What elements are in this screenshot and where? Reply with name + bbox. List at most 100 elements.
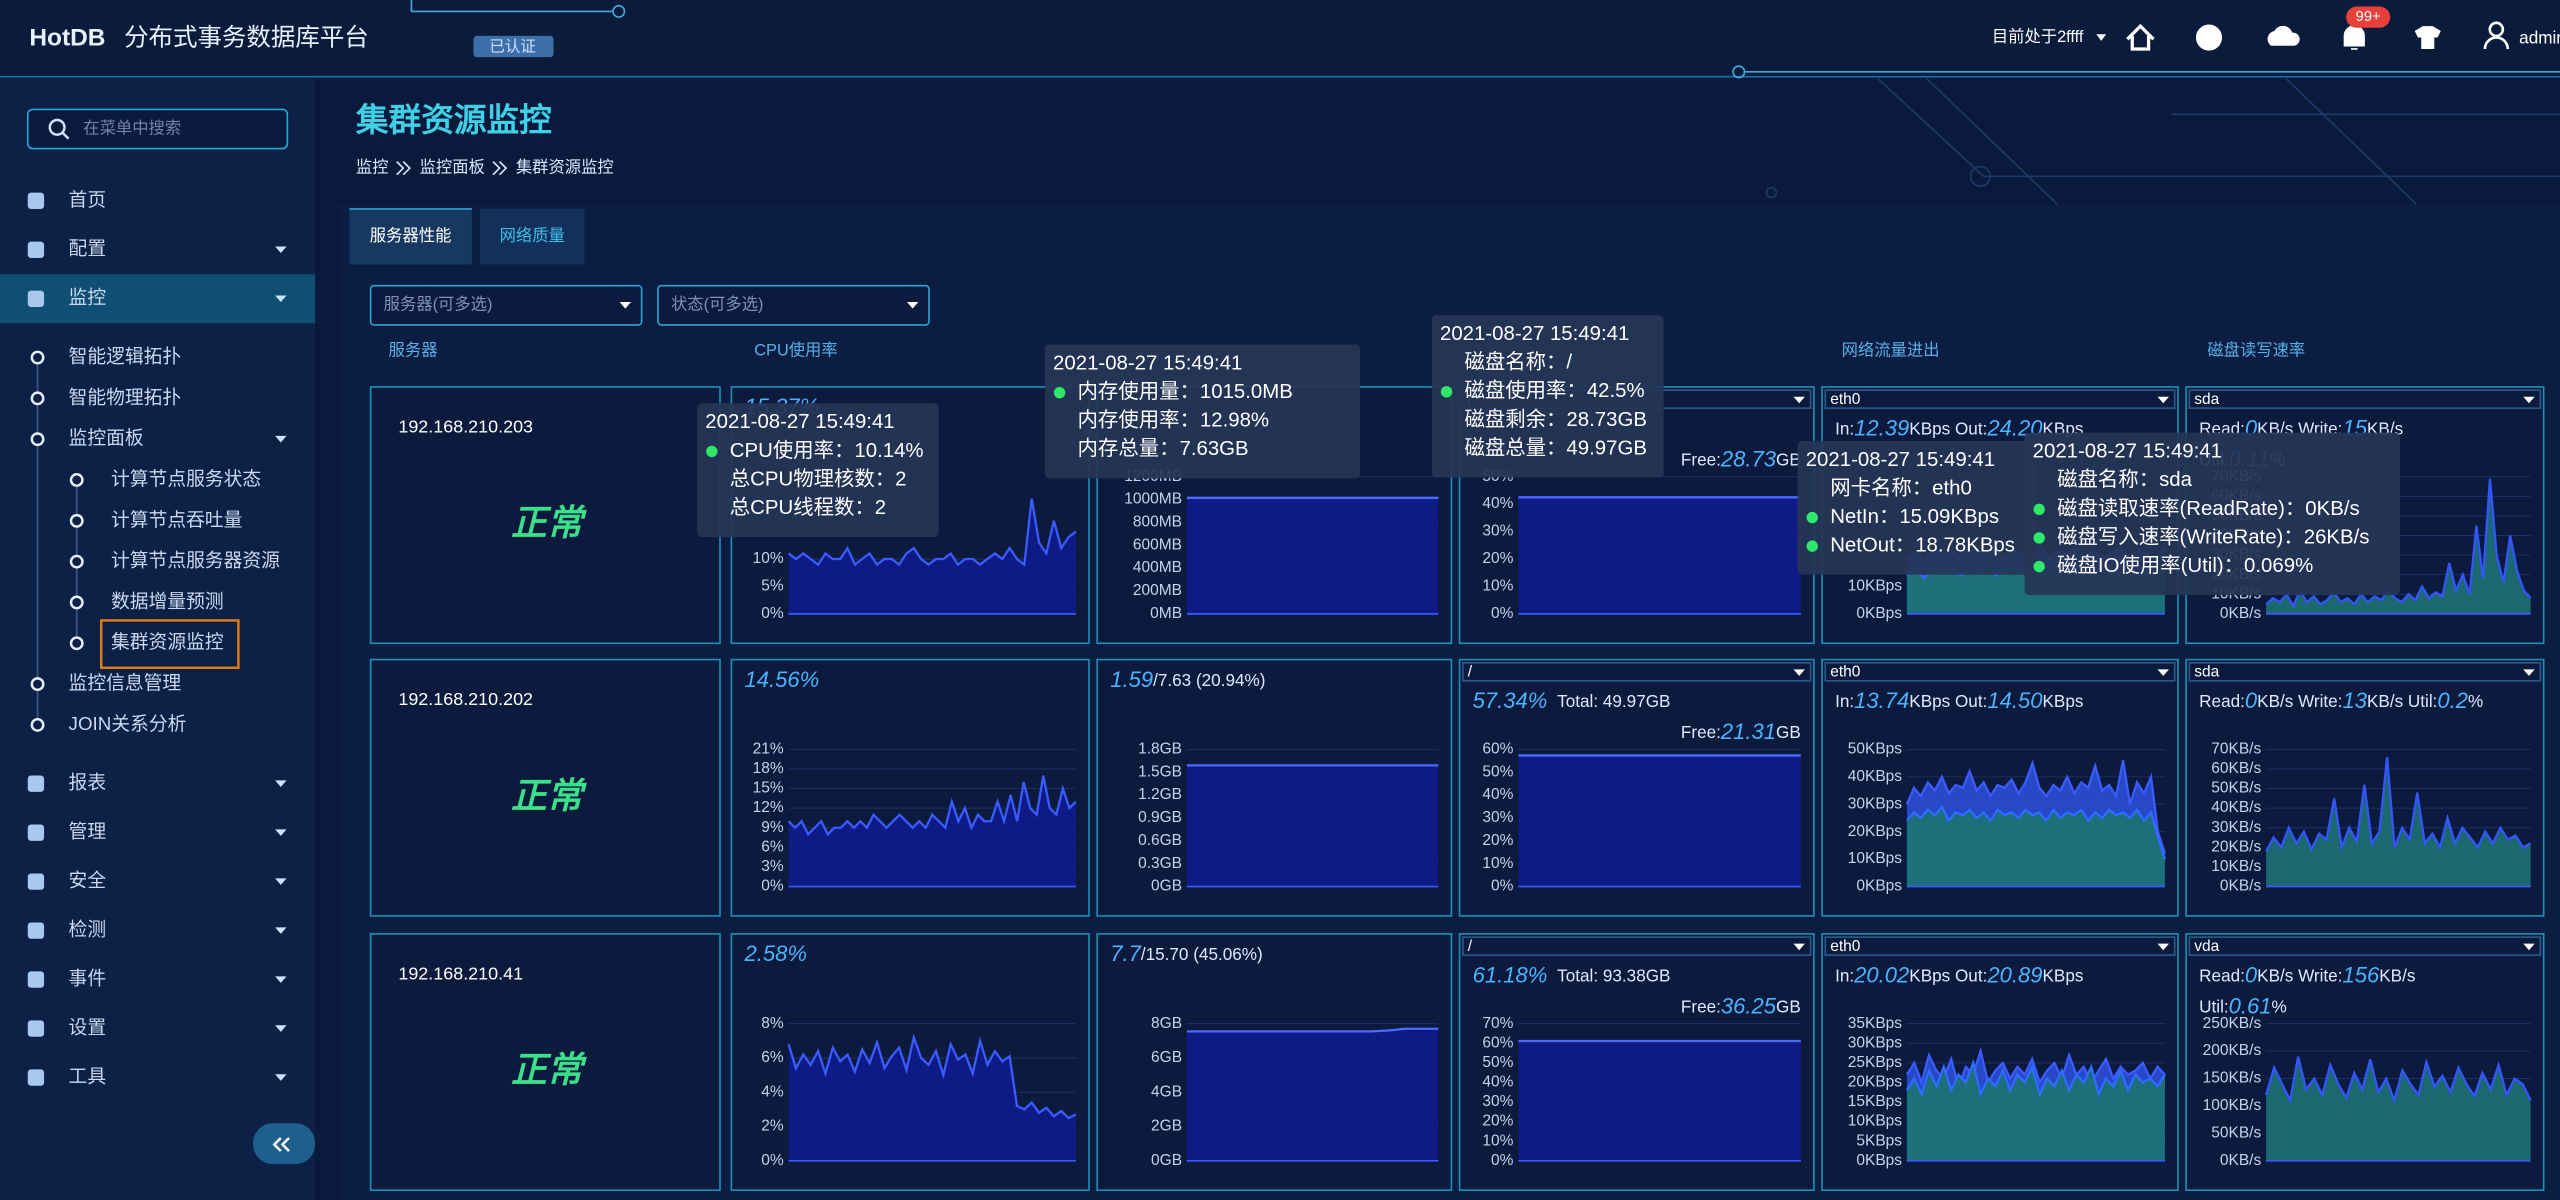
y-tick-label: 8GB: [1151, 1015, 1182, 1032]
menu-item[interactable]: 工具: [69, 1066, 107, 1087]
cell-dropdown[interactable]: [2188, 662, 2542, 682]
menu-dot: [30, 717, 45, 732]
cell-stat: Free:36.25GB: [1681, 993, 1801, 1018]
location[interactable]: 目前处于2ffff: [1992, 28, 2084, 46]
menu-item[interactable]: 计算节点服务状态: [111, 468, 261, 489]
home-icon[interactable]: [2126, 23, 2155, 51]
search-icon: [48, 118, 66, 136]
menu-item[interactable]: 数据增量预测: [111, 590, 224, 611]
bell-icon[interactable]: [2343, 25, 2365, 50]
menu-selected: [99, 619, 240, 669]
tooltip: [1431, 315, 1664, 478]
area: [1906, 807, 2165, 887]
stat-value: 0: [2245, 688, 2258, 713]
cell-dropdown[interactable]: [1824, 936, 2176, 956]
stat-value: 28.73: [1720, 446, 1777, 471]
y-tick-label: 30%: [1482, 1093, 1513, 1110]
menu-item[interactable]: 集群资源监控: [111, 631, 224, 652]
y-tick-label: 40KBps: [1848, 768, 1903, 785]
cell-dropdown[interactable]: [1462, 662, 1812, 682]
tooltip-line: 内存使用率：12.98%: [1078, 409, 1270, 432]
menu-item[interactable]: 安全: [69, 870, 107, 891]
stat-value: 13.74: [1854, 688, 1909, 713]
filter[interactable]: [369, 284, 643, 326]
stat-label: KB/s: [2379, 965, 2415, 985]
help-icon[interactable]: [2195, 24, 2223, 51]
dropdown-label: eth0: [1830, 391, 1861, 408]
cell-stat: In:20.02KBps Out:20.89KBps: [1835, 962, 2083, 987]
cell-dropdown[interactable]: [1824, 662, 2176, 682]
server-ip: 192.168.210.203: [398, 416, 533, 436]
y-tick-label: 0%: [761, 605, 784, 622]
tooltip-dot: [1440, 386, 1453, 398]
cell-dropdown[interactable]: [2188, 389, 2542, 409]
menu-item[interactable]: 检测: [69, 919, 107, 940]
line: [1905, 1046, 2166, 1091]
stat-label: Free:: [1681, 996, 1721, 1016]
tab-label[interactable]: 服务器性能: [370, 227, 452, 245]
filter[interactable]: [657, 284, 930, 326]
y-tick-label: 20KB/s: [2211, 838, 2261, 855]
line: [1905, 1058, 2166, 1098]
area: [1518, 755, 1801, 887]
y-tick-label: 40%: [1482, 495, 1513, 512]
caret: [275, 1025, 287, 1032]
column-header: 磁盘读写速率: [2207, 340, 2305, 359]
search-box[interactable]: [26, 108, 289, 150]
stat-value: 1.59: [1110, 667, 1153, 692]
menu-item[interactable]: 管理: [69, 821, 107, 842]
menu-item[interactable]: 计算节点吞吐量: [111, 509, 242, 530]
stat-value: 36.25: [1721, 993, 1777, 1018]
breadcrumb-item[interactable]: 监控面板: [420, 158, 485, 176]
menu-item[interactable]: 计算节点服务器资源: [111, 550, 280, 571]
tab[interactable]: [480, 208, 585, 265]
dropdown-label: /: [1468, 938, 1473, 955]
menu-item[interactable]: 监控: [69, 287, 107, 308]
area: [788, 1037, 1076, 1161]
menu-icon: [27, 241, 45, 258]
user-icon[interactable]: [2488, 21, 2505, 38]
caret: [2157, 669, 2169, 676]
menu-item[interactable]: 监控信息管理: [69, 672, 182, 693]
caret: [1793, 396, 1805, 404]
menu-icon: [27, 775, 45, 792]
cell-stat: Util:0.61%: [2199, 993, 2287, 1018]
menu-item[interactable]: 智能物理拓扑: [69, 386, 182, 407]
search-icon: [61, 131, 70, 140]
y-tick-label: 0KB/s: [2220, 1152, 2262, 1169]
menu-item[interactable]: 智能逻辑拓扑: [69, 346, 182, 367]
tooltip-line: CPU使用率：10.14%: [730, 439, 924, 462]
tooltip-line: 磁盘总量：49.97GB: [1464, 436, 1646, 459]
cloud-icon[interactable]: [2267, 25, 2300, 46]
menu-item[interactable]: 事件: [69, 968, 107, 989]
menu-item[interactable]: 设置: [69, 1017, 107, 1038]
stat-label: KB/s Write:: [2257, 691, 2342, 711]
menu-item[interactable]: 报表: [69, 772, 107, 793]
cell-dropdown[interactable]: [1462, 936, 1812, 956]
server-status: 正常: [511, 775, 587, 816]
breadcrumb-item[interactable]: 集群资源监控: [516, 158, 614, 176]
caret: [2523, 943, 2535, 951]
tab-label[interactable]: 网络质量: [500, 226, 565, 245]
cell-dropdown[interactable]: [2188, 936, 2542, 956]
theme-icon[interactable]: [2414, 26, 2441, 49]
menu-icon: [27, 922, 45, 939]
tooltip-line: NetOut：18.78KBps: [1830, 535, 2015, 557]
caret: [619, 302, 632, 309]
y-tick-label: 600MB: [1133, 536, 1182, 553]
menu-item[interactable]: JOIN关系分析: [69, 713, 187, 734]
menu-item[interactable]: 首页: [69, 189, 107, 210]
caret: [275, 976, 287, 983]
breadcrumb-item[interactable]: 监控: [356, 158, 389, 176]
y-tick-label: 25KBps: [1848, 1054, 1903, 1071]
cell-dropdown[interactable]: [1824, 389, 2176, 409]
stat-value: 7.7: [1110, 941, 1141, 966]
y-tick-label: 0%: [761, 878, 784, 895]
y-tick-label: 5%: [761, 578, 784, 595]
cell-stat: Read:0KB/s Write:13KB/s Util:0.2%: [2199, 688, 2483, 713]
menu-item[interactable]: 监控面板: [69, 427, 144, 448]
y-tick-label: 0.9GB: [1138, 809, 1182, 826]
user-name[interactable]: admin: [2519, 28, 2560, 48]
menu-item[interactable]: 配置: [69, 238, 107, 259]
tab[interactable]: [349, 208, 472, 265]
